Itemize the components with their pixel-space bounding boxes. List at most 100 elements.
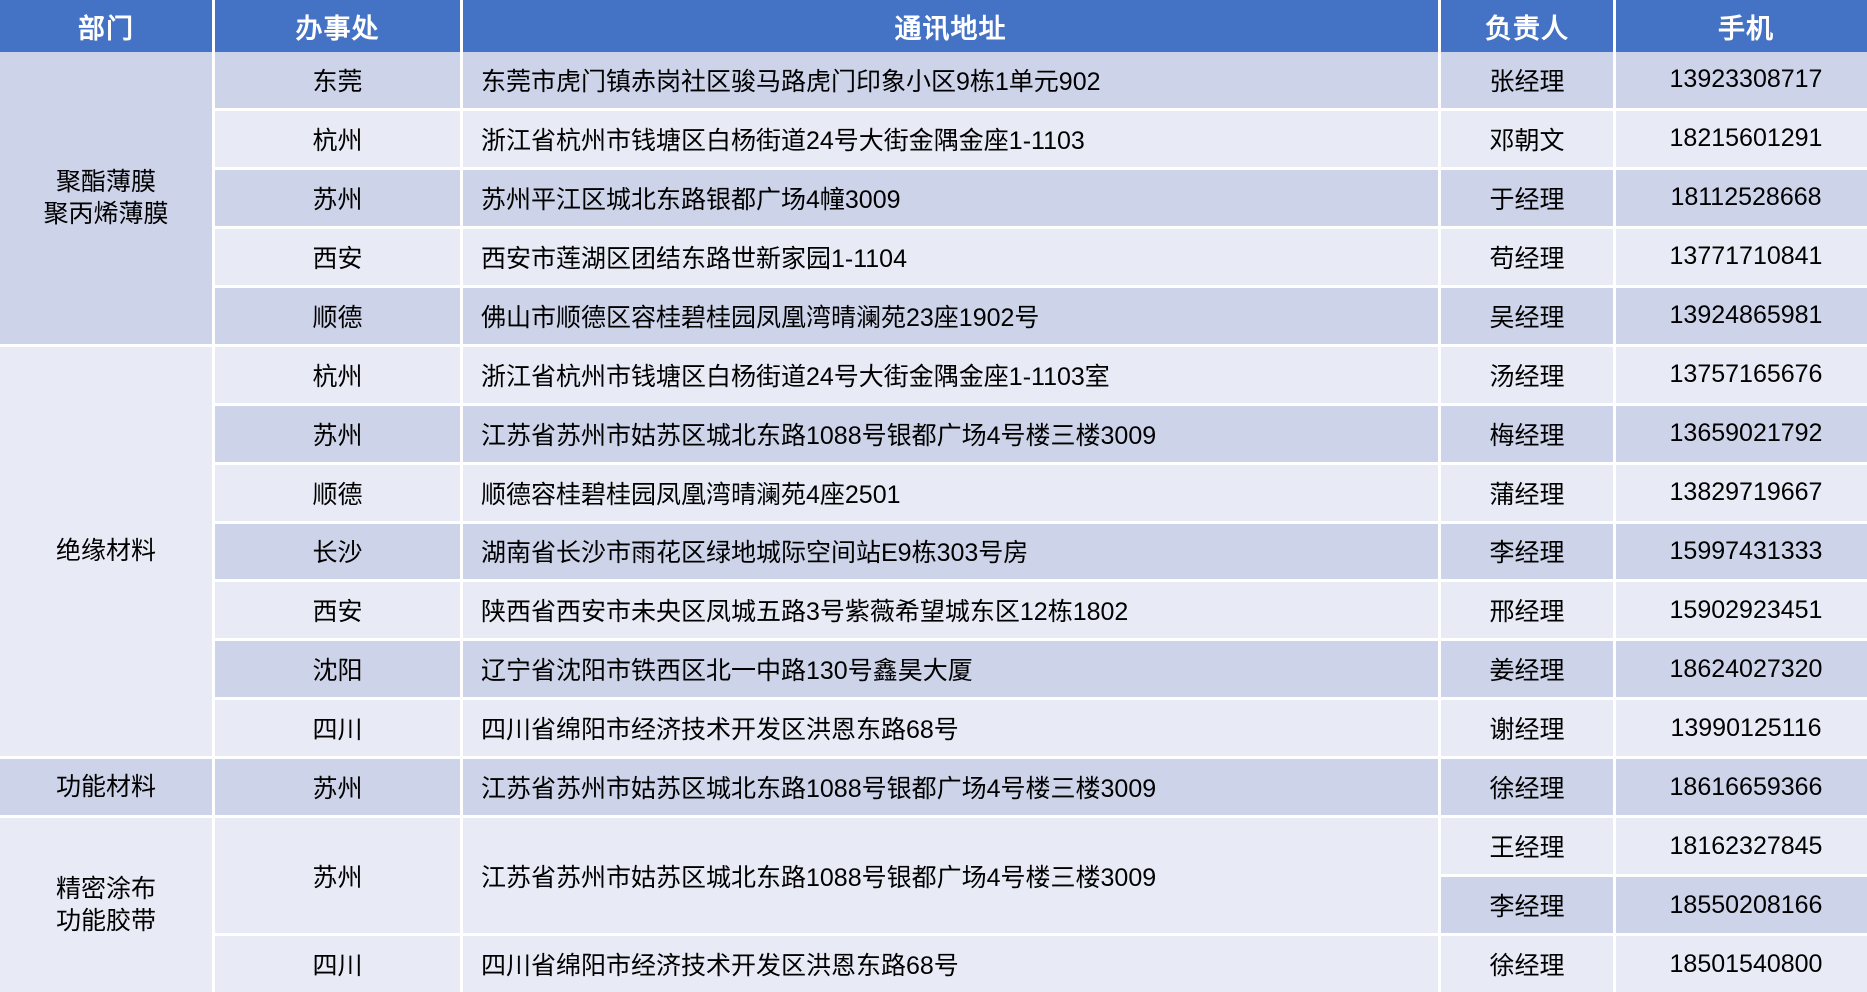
person-cell: 谢经理 — [1441, 700, 1613, 757]
office-cell: 东莞 — [215, 52, 460, 108]
office-cell: 四川 — [215, 700, 460, 757]
department-cell: 精密涂布 功能胶带 — [0, 818, 212, 992]
contact-row: 李经理 18550208166 — [1441, 877, 1867, 934]
table-row: 东莞 东莞市虎门镇赤岗社区骏马路虎门印象小区9栋1单元902 张经理 13923308… — [215, 52, 1867, 108]
office-cell: 长沙 — [215, 523, 460, 580]
person-cell: 梅经理 — [1441, 405, 1613, 462]
phone-cell: 18112528668 — [1616, 169, 1867, 226]
department-label: 绝缘材料 — [55, 537, 156, 566]
office-cell: 苏州 — [215, 169, 460, 226]
phone-cell: 13659021792 — [1616, 405, 1867, 462]
phone-cell: 18550208166 — [1616, 877, 1867, 934]
department-cell: 绝缘材料 — [0, 346, 212, 757]
table-row: 西安 陕西省西安市未央区凤城五路3号紫薇希望城东区12栋1802 邢经理 159029… — [215, 582, 1867, 639]
contact-group: 徐经理 18501540800 — [1441, 936, 1867, 992]
person-cell: 吴经理 — [1441, 287, 1613, 344]
column-header-person: 负责人 — [1441, 0, 1613, 52]
phone-cell: 13771710841 — [1616, 228, 1867, 285]
person-cell: 王经理 — [1441, 818, 1613, 875]
address-cell: 浙江省杭州市钱塘区白杨街道24号大街金隅金座1-1103室 — [463, 346, 1438, 403]
office-cell: 苏州 — [215, 759, 460, 816]
office-cell: 西安 — [215, 228, 460, 285]
address-cell: 湖南省长沙市雨花区绿地城际空间站E9栋303号房 — [463, 523, 1438, 580]
contact-group: 徐经理 18616659366 — [1441, 759, 1867, 816]
contact-row: 徐经理 18616659366 — [1441, 759, 1867, 816]
office-cell: 苏州 — [215, 818, 460, 934]
contact-row: 邓朝文 18215601291 — [1441, 110, 1867, 167]
table-row: 长沙 湖南省长沙市雨花区绿地城际空间站E9栋303号房 李经理 15997431333 — [215, 523, 1867, 580]
phone-cell: 13924865981 — [1616, 287, 1867, 344]
contact-row: 汤经理 13757165676 — [1441, 346, 1867, 403]
table-row: 西安 西安市莲湖区团结东路世新家园1-1104 苟经理 13771710841 — [215, 228, 1867, 285]
office-cell: 四川 — [215, 936, 460, 992]
person-cell: 李经理 — [1441, 523, 1613, 580]
address-cell: 佛山市顺德区容桂碧桂园凤凰湾晴澜苑23座1902号 — [463, 287, 1438, 344]
table-row: 顺德 佛山市顺德区容桂碧桂园凤凰湾晴澜苑23座1902号 吴经理 1392486598… — [215, 287, 1867, 344]
phone-cell: 13757165676 — [1616, 346, 1867, 403]
phone-cell: 18501540800 — [1616, 936, 1867, 992]
contact-group: 邢经理 15902923451 — [1441, 582, 1867, 639]
contact-row: 苟经理 13771710841 — [1441, 228, 1867, 285]
contact-group: 蒲经理 13829719667 — [1441, 464, 1867, 521]
table-row: 苏州 苏州平江区城北东路银都广场4幢3009 于经理 18112528668 — [215, 169, 1867, 226]
person-cell: 苟经理 — [1441, 228, 1613, 285]
department-label: 聚酯薄膜 — [55, 167, 156, 196]
table-row: 四川 四川省绵阳市经济技术开发区洪恩东路68号 徐经理 18501540800 — [215, 936, 1867, 992]
contact-group: 邓朝文 18215601291 — [1441, 110, 1867, 167]
table-row: 苏州 江苏省苏州市姑苏区城北东路1088号银都广场4号楼三楼3009 徐经理 1861… — [215, 759, 1867, 816]
office-cell: 杭州 — [215, 346, 460, 403]
contact-group: 姜经理 18624027320 — [1441, 641, 1867, 698]
office-cell: 杭州 — [215, 110, 460, 167]
contact-group: 李经理 15997431333 — [1441, 523, 1867, 580]
address-cell: 顺德容桂碧桂园凤凰湾晴澜苑4座2501 — [463, 464, 1438, 521]
address-cell: 陕西省西安市未央区凤城五路3号紫薇希望城东区12栋1802 — [463, 582, 1438, 639]
department-label: 精密涂布 — [55, 875, 156, 904]
office-cell: 苏州 — [215, 405, 460, 462]
table-body: 聚酯薄膜聚丙烯薄膜绝缘材料功能材料 精密涂布 功能胶带 东莞 东莞市虎门镇赤岗社区骏马… — [0, 52, 1867, 992]
phone-cell: 18624027320 — [1616, 641, 1867, 698]
department-label-line2: 聚丙烯薄膜 — [43, 199, 169, 228]
person-cell: 徐经理 — [1441, 759, 1613, 816]
table-header-row: 部门 办事处 通讯地址 负责人 手机 — [0, 0, 1867, 52]
table-row: 苏州 江苏省苏州市姑苏区城北东路1088号银都广场4号楼三楼3009 王经理 1816… — [215, 818, 1867, 934]
department-cell: 功能材料 — [0, 759, 212, 816]
column-header-phone: 手机 — [1616, 0, 1867, 52]
office-cell: 沈阳 — [215, 641, 460, 698]
person-cell: 汤经理 — [1441, 346, 1613, 403]
contact-row: 邢经理 15902923451 — [1441, 582, 1867, 639]
office-cell: 顺德 — [215, 464, 460, 521]
phone-cell: 13829719667 — [1616, 464, 1867, 521]
contact-row: 徐经理 18501540800 — [1441, 936, 1867, 992]
table-row: 杭州 浙江省杭州市钱塘区白杨街道24号大街金隅金座1-1103室 汤经理 137571… — [215, 346, 1867, 403]
department-column: 聚酯薄膜聚丙烯薄膜绝缘材料功能材料 精密涂布 功能胶带 — [0, 52, 212, 992]
phone-cell: 15902923451 — [1616, 582, 1867, 639]
phone-cell: 18162327845 — [1616, 818, 1867, 875]
contact-row: 谢经理 13990125116 — [1441, 700, 1867, 757]
address-cell: 苏州平江区城北东路银都广场4幢3009 — [463, 169, 1438, 226]
address-cell: 江苏省苏州市姑苏区城北东路1088号银都广场4号楼三楼3009 — [463, 818, 1438, 934]
contact-group: 于经理 18112528668 — [1441, 169, 1867, 226]
table-row: 顺德 顺德容桂碧桂园凤凰湾晴澜苑4座2501 蒲经理 13829719667 — [215, 464, 1867, 521]
department-cell: 聚酯薄膜 聚丙烯薄膜 — [0, 52, 212, 344]
contact-group: 吴经理 13924865981 — [1441, 287, 1867, 344]
person-cell: 张经理 — [1441, 52, 1613, 108]
address-cell: 江苏省苏州市姑苏区城北东路1088号银都广场4号楼三楼3009 — [463, 759, 1438, 816]
contact-row: 蒲经理 13829719667 — [1441, 464, 1867, 521]
phone-cell: 18215601291 — [1616, 110, 1867, 167]
address-cell: 浙江省杭州市钱塘区白杨街道24号大街金隅金座1-1103 — [463, 110, 1438, 167]
contact-group: 苟经理 13771710841 — [1441, 228, 1867, 285]
rows-column: 东莞 东莞市虎门镇赤岗社区骏马路虎门印象小区9栋1单元902 张经理 13923308… — [215, 52, 1867, 992]
address-cell: 西安市莲湖区团结东路世新家园1-1104 — [463, 228, 1438, 285]
contact-row: 王经理 18162327845 — [1441, 818, 1867, 875]
column-header-office: 办事处 — [215, 0, 460, 52]
address-cell: 四川省绵阳市经济技术开发区洪恩东路68号 — [463, 936, 1438, 992]
office-cell: 西安 — [215, 582, 460, 639]
contact-row: 梅经理 13659021792 — [1441, 405, 1867, 462]
address-cell: 江苏省苏州市姑苏区城北东路1088号银都广场4号楼三楼3009 — [463, 405, 1438, 462]
contact-row: 于经理 18112528668 — [1441, 169, 1867, 226]
phone-cell: 18616659366 — [1616, 759, 1867, 816]
person-cell: 李经理 — [1441, 877, 1613, 934]
phone-cell: 13990125116 — [1616, 700, 1867, 757]
table-row: 沈阳 辽宁省沈阳市铁西区北一中路130号鑫昊大厦 姜经理 18624027320 — [215, 641, 1867, 698]
